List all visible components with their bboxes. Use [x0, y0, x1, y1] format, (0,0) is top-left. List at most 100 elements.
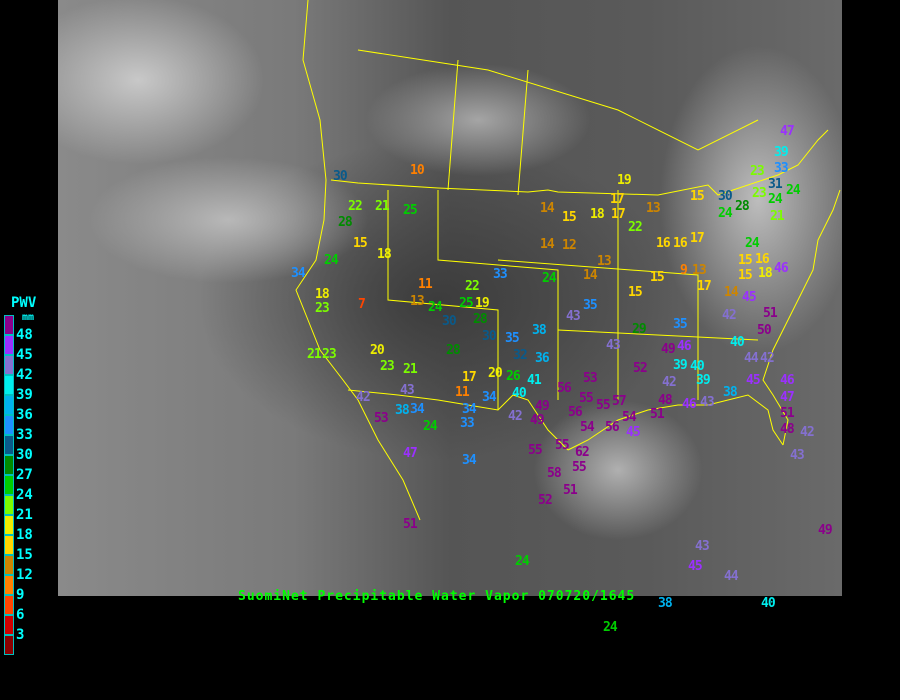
station-pwv-value: 7 — [358, 297, 366, 312]
station-pwv-value: 15 — [738, 253, 753, 268]
station-pwv-value: 23 — [750, 164, 765, 179]
station-pwv-value: 39 — [673, 358, 688, 373]
legend-label: 3 — [16, 627, 25, 643]
station-pwv-value: 40 — [512, 386, 527, 401]
legend-swatch — [4, 415, 14, 435]
station-pwv-value: 18 — [590, 207, 605, 222]
legend-colorbar — [4, 315, 14, 655]
legend-label: 48 — [16, 327, 33, 343]
station-pwv-value: 35 — [583, 298, 598, 313]
legend-label: 12 — [16, 567, 33, 583]
state-line — [557, 329, 759, 341]
station-pwv-value: 28 — [473, 312, 488, 327]
station-pwv-value: 47 — [780, 124, 795, 139]
station-pwv-value: 46 — [677, 339, 692, 354]
station-pwv-value: 14 — [583, 268, 598, 283]
legend-swatch — [4, 475, 14, 495]
station-pwv-value: 28 — [338, 215, 353, 230]
political-borders — [295, 0, 841, 521]
station-pwv-value: 9 — [680, 263, 688, 278]
legend-label: 45 — [16, 347, 33, 363]
legend-label: 36 — [16, 407, 33, 423]
station-pwv-value: 38 — [658, 596, 673, 611]
station-pwv-value: 17 — [462, 370, 477, 385]
station-pwv-value: 39 — [696, 373, 711, 388]
station-pwv-value: 14 — [540, 237, 555, 252]
station-pwv-value: 23 — [322, 347, 337, 362]
state-line — [517, 69, 529, 196]
station-pwv-value: 23 — [380, 359, 395, 374]
station-pwv-value: 51 — [780, 406, 795, 421]
state-line — [447, 59, 459, 191]
legend-title: PWV — [11, 295, 37, 311]
state-line — [357, 49, 759, 151]
legend-label: 15 — [16, 547, 33, 563]
station-pwv-value: 10 — [410, 163, 425, 178]
station-pwv-value: 42 — [356, 390, 371, 405]
station-pwv-value: 28 — [446, 343, 461, 358]
station-pwv-value: 57 — [612, 394, 627, 409]
station-pwv-value: 15 — [353, 236, 368, 251]
station-pwv-value: 19 — [617, 173, 632, 188]
station-pwv-value: 42 — [508, 409, 523, 424]
station-pwv-value: 21 — [375, 199, 390, 214]
legend-swatch — [4, 635, 14, 655]
station-pwv-value: 33 — [493, 267, 508, 282]
station-pwv-value: 38 — [532, 323, 547, 338]
station-pwv-value: 43 — [566, 309, 581, 324]
station-pwv-value: 24 — [428, 300, 443, 315]
station-pwv-value: 21 — [770, 209, 785, 224]
legend-swatch — [4, 455, 14, 475]
station-pwv-value: 39 — [774, 145, 789, 160]
station-pwv-value: 24 — [786, 183, 801, 198]
station-pwv-value: 49 — [535, 399, 550, 414]
station-pwv-value: 51 — [650, 407, 665, 422]
station-pwv-value: 40 — [730, 335, 745, 350]
station-pwv-value: 20 — [488, 366, 503, 381]
station-pwv-value: 50 — [757, 323, 772, 338]
station-pwv-value: 45 — [746, 373, 761, 388]
station-pwv-value: 43 — [695, 539, 710, 554]
legend-swatch — [4, 615, 14, 635]
station-pwv-value: 30 — [718, 189, 733, 204]
station-pwv-value: 49 — [661, 342, 676, 357]
legend-swatch — [4, 395, 14, 415]
station-pwv-value: 48 — [780, 422, 795, 437]
station-pwv-value: 47 — [403, 446, 418, 461]
station-pwv-value: 17 — [690, 231, 705, 246]
station-pwv-value: 24 — [745, 236, 760, 251]
station-pwv-value: 12 — [562, 238, 577, 253]
station-pwv-value: 42 — [760, 351, 775, 366]
station-pwv-value: 24 — [603, 620, 618, 635]
station-pwv-value: 42 — [800, 425, 815, 440]
station-pwv-value: 29 — [632, 322, 647, 337]
station-pwv-value: 24 — [768, 192, 783, 207]
us-canada-border — [330, 129, 829, 196]
station-pwv-value: 52 — [538, 493, 553, 508]
station-pwv-value: 45 — [688, 559, 703, 574]
legend-label: 24 — [16, 487, 33, 503]
legend-label: 42 — [16, 367, 33, 383]
station-pwv-value: 40 — [690, 359, 705, 374]
station-pwv-value: 55 — [555, 438, 570, 453]
station-pwv-value: 53 — [374, 411, 389, 426]
station-pwv-value: 46 — [774, 261, 789, 276]
satellite-map — [58, 0, 842, 596]
station-pwv-value: 55 — [596, 398, 611, 413]
station-pwv-value: 34 — [410, 402, 425, 417]
legend-swatch — [4, 315, 14, 335]
station-pwv-value: 28 — [735, 199, 750, 214]
station-pwv-value: 11 — [455, 385, 470, 400]
station-pwv-value: 36 — [535, 351, 550, 366]
station-pwv-value: 45 — [742, 290, 757, 305]
station-pwv-value: 43 — [700, 395, 715, 410]
station-pwv-value: 18 — [315, 287, 330, 302]
station-pwv-value: 21 — [307, 347, 322, 362]
state-line — [497, 259, 699, 400]
station-pwv-value: 52 — [633, 361, 648, 376]
station-pwv-value: 51 — [763, 306, 778, 321]
station-pwv-value: 34 — [482, 390, 497, 405]
station-pwv-value: 31 — [768, 177, 783, 192]
station-pwv-value: 46 — [682, 397, 697, 412]
